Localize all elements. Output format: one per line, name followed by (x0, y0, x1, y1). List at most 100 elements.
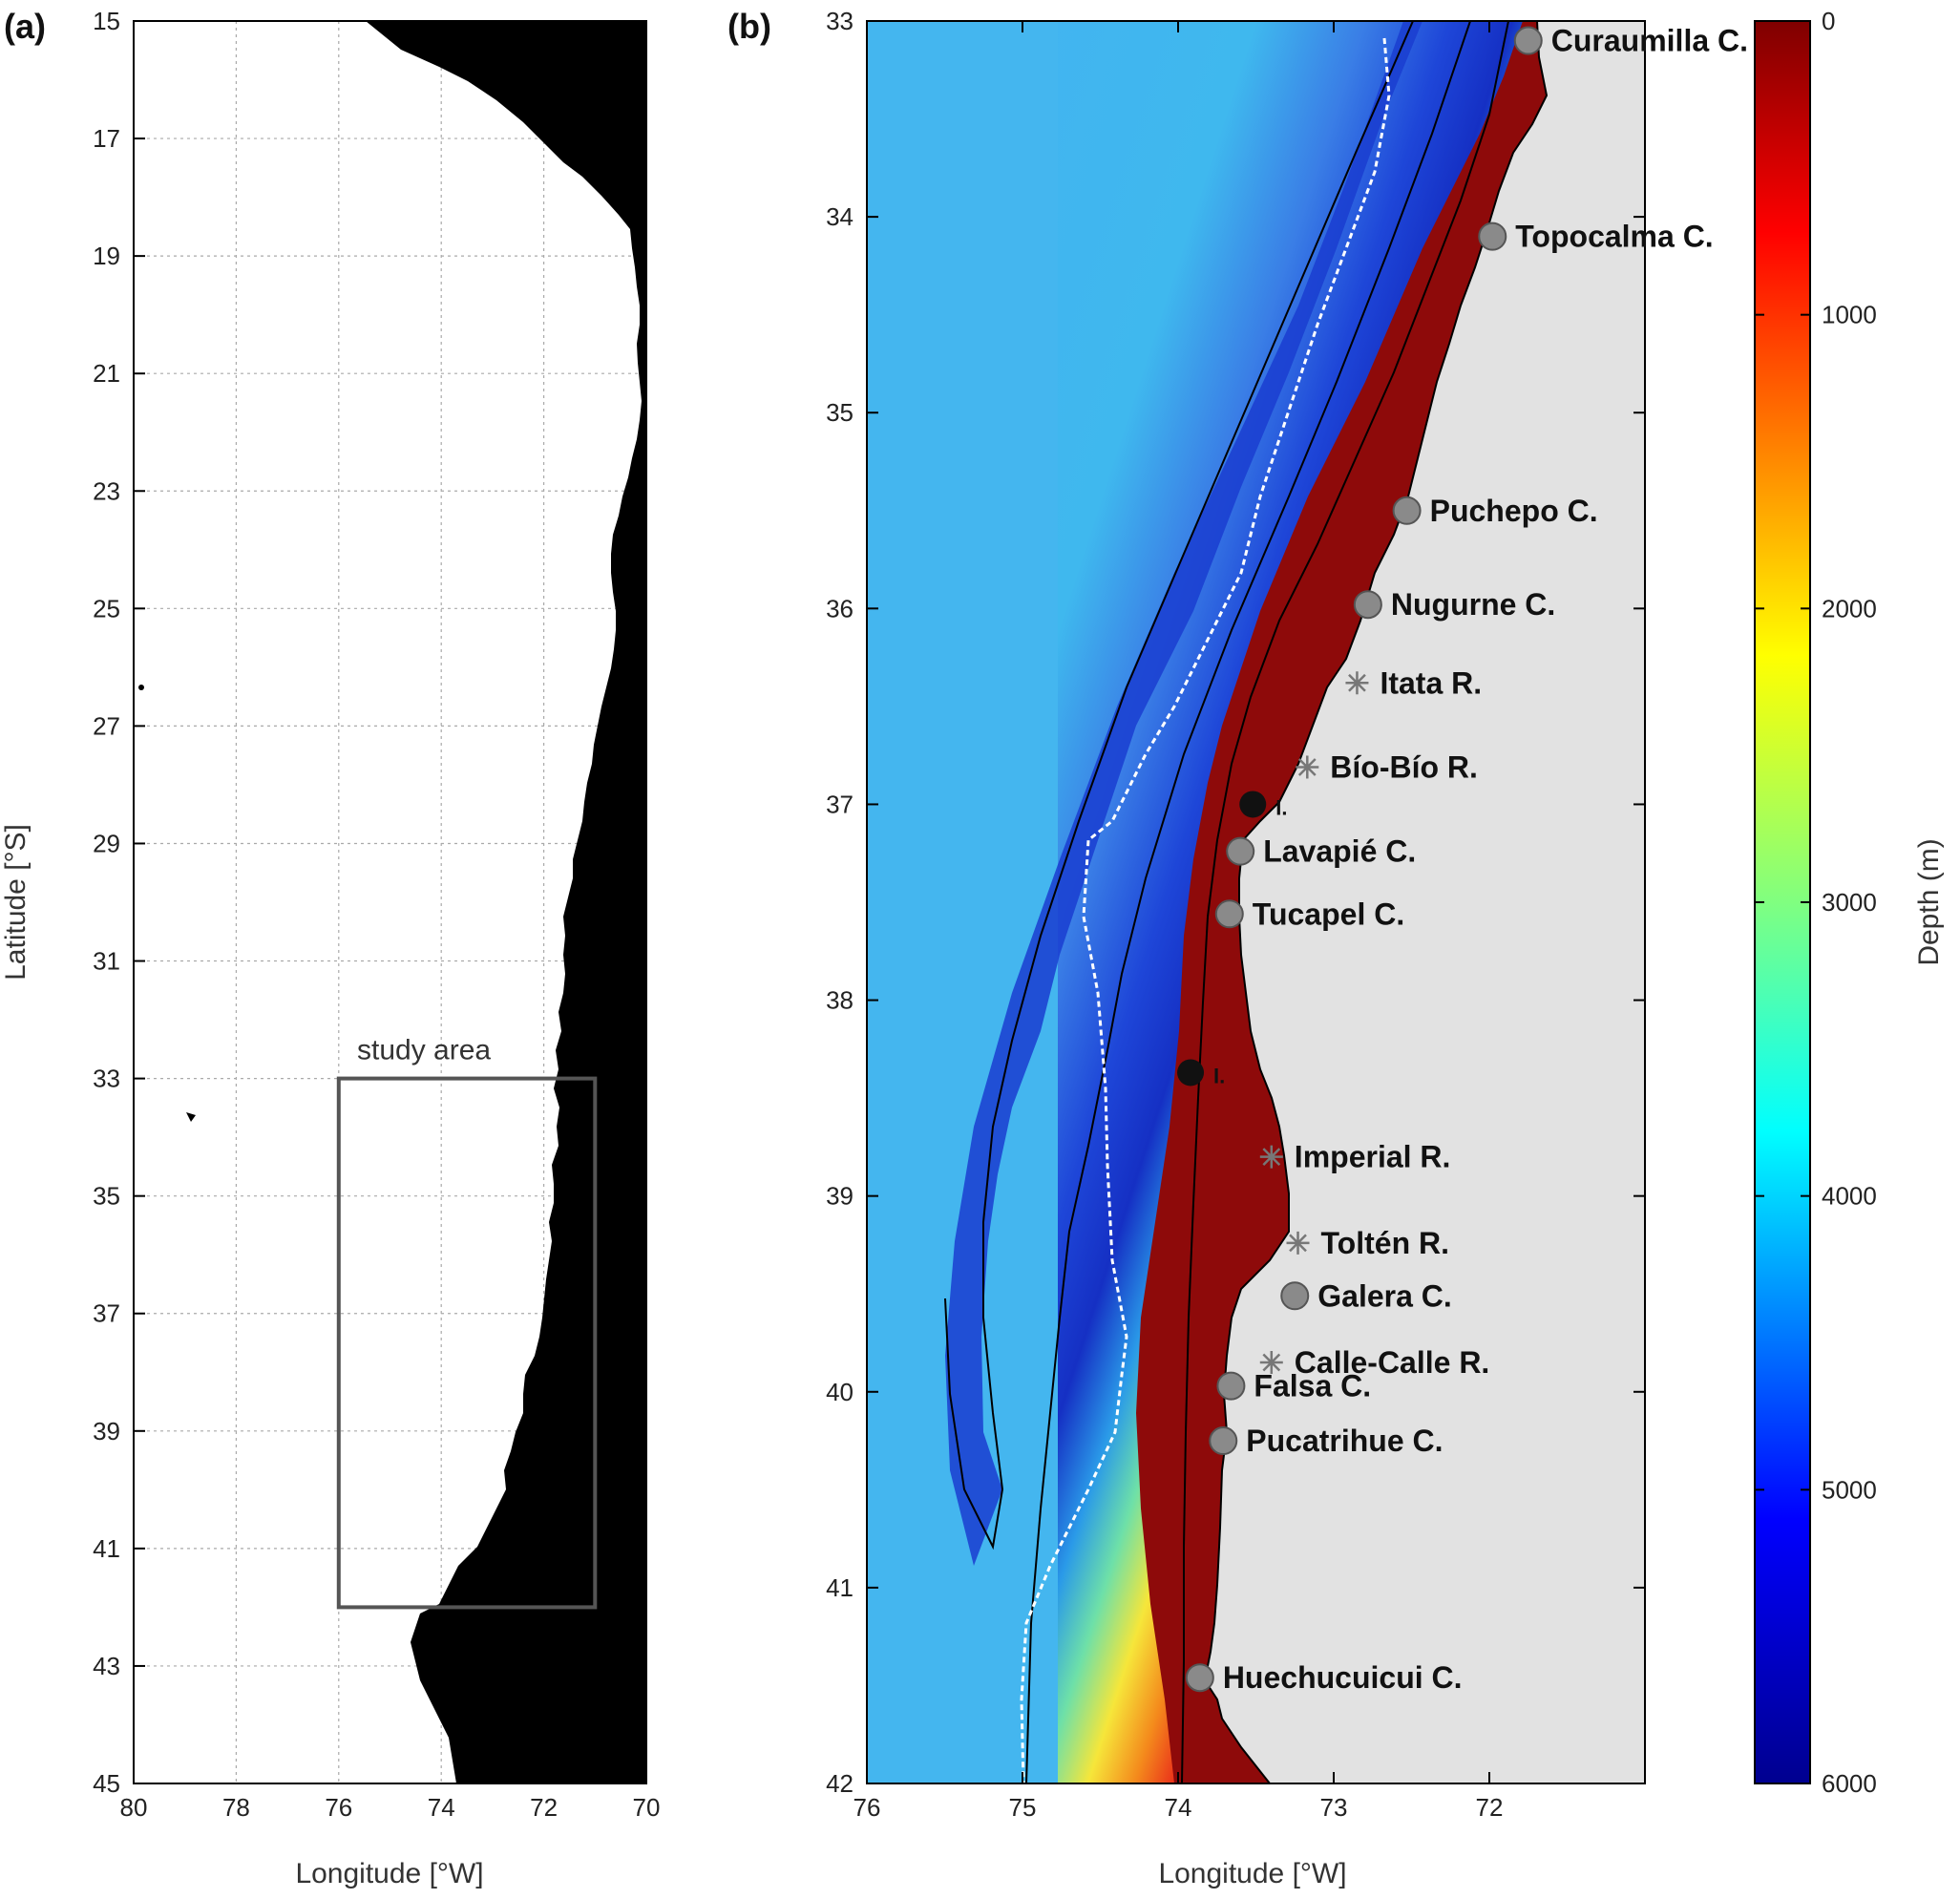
y-tick-label: 27 (93, 711, 120, 740)
place-label: Itata R. (1380, 665, 1482, 700)
y-tick-label: 38 (826, 986, 854, 1015)
y-tick-label: 37 (93, 1299, 120, 1328)
panel-b-frame (866, 20, 1646, 1784)
cape-marker (1513, 26, 1543, 55)
place-label: Topocalma C. (1515, 220, 1713, 254)
y-tick-label: 35 (826, 398, 854, 427)
contour-2000m (1025, 21, 1471, 1783)
panel-a-ylabel: Latitude [°S] (0, 824, 32, 981)
cape-marker (1478, 222, 1507, 251)
place-label: Bío-Bío R. (1330, 749, 1478, 784)
x-tick-label: 76 (854, 1793, 881, 1822)
place-label: Puchepo C. (1430, 494, 1598, 528)
y-tick-label: 17 (93, 124, 120, 153)
y-tick-label: 40 (826, 1378, 854, 1406)
y-tick-label: 34 (826, 202, 854, 231)
colorbar-ticks: 0 1000 2000 3000 4000 5000 6000 (1755, 7, 1877, 1798)
place-label: I. (1213, 1064, 1225, 1087)
island-speck (186, 1112, 196, 1122)
cape-marker (1216, 1371, 1246, 1401)
y-tick-label: 15 (93, 7, 120, 35)
y-tick-label: 19 (93, 242, 120, 270)
river-marker (1296, 755, 1319, 779)
place-label: Nugurne C. (1391, 587, 1555, 622)
x-tick-label: 75 (1009, 1793, 1037, 1822)
cape-marker (1185, 1663, 1214, 1693)
y-tick-label: 36 (826, 594, 854, 622)
x-tick-label: 74 (428, 1793, 455, 1822)
place-label: Curaumilla C. (1551, 24, 1748, 58)
place-label: Falsa C. (1254, 1369, 1371, 1403)
panel-b-places: Curaumilla C. Topocalma C. Puchepo C. Nugur… (1177, 24, 1748, 1695)
study-area-box (336, 1076, 598, 1610)
chile-land (1203, 21, 1645, 1783)
island-speck (138, 685, 144, 690)
study-area-label: study area (357, 1035, 491, 1066)
panel-a-label: (a) (4, 7, 46, 46)
place-label: Galera C. (1317, 1278, 1452, 1313)
y-tick-label: 33 (826, 7, 854, 35)
contour-1000m (1181, 21, 1509, 1783)
panel-b-label: (b) (727, 7, 771, 46)
panel-a-xlabel: Longitude [°W] (295, 1858, 483, 1889)
y-tick-label: 41 (826, 1573, 854, 1602)
y-tick-label: 33 (93, 1065, 120, 1093)
y-tick-label: 45 (93, 1769, 120, 1798)
y-tick-label: 41 (93, 1534, 120, 1563)
cape-marker (1392, 496, 1422, 525)
x-tick-label: 72 (530, 1793, 558, 1822)
island-marker (1239, 791, 1267, 818)
colorbar-tick-label: 1000 (1822, 301, 1877, 329)
colorbar-tick-label: 5000 (1822, 1475, 1877, 1504)
cape-marker (1209, 1426, 1238, 1456)
colorbar-tick-label: 6000 (1822, 1769, 1877, 1798)
colorbar-tick-label: 4000 (1822, 1182, 1877, 1211)
place-label: I. (1275, 795, 1287, 819)
panel-b-ticks: 76 75 74 73 72 33 34 35 36 37 38 39 40 41 42 (826, 7, 1645, 1822)
place-label: Imperial R. (1295, 1140, 1451, 1174)
colorbar-label: Depth (m) (1913, 838, 1945, 965)
panel-b-xlabel: Longitude [°W] (1158, 1858, 1346, 1889)
place-label: Calle-Calle R. (1295, 1345, 1490, 1380)
river-marker (1286, 1231, 1310, 1255)
colorbar-tick-label: 0 (1822, 7, 1835, 35)
south-america-land (366, 21, 646, 1783)
x-tick-label: 76 (325, 1793, 352, 1822)
y-tick-label: 35 (93, 1182, 120, 1211)
contour-4000m (944, 21, 1414, 1551)
y-tick-label: 37 (826, 790, 854, 818)
place-label: Toltén R. (1321, 1226, 1450, 1260)
river-marker (1259, 1351, 1283, 1375)
x-tick-label: 70 (633, 1793, 661, 1822)
panel-a-frame (133, 20, 647, 1784)
x-tick-label: 73 (1320, 1793, 1348, 1822)
x-tick-label: 80 (120, 1793, 148, 1822)
y-tick-label: 23 (93, 476, 120, 505)
x-tick-label: 72 (1476, 1793, 1504, 1822)
y-tick-label: 43 (93, 1652, 120, 1680)
river-marker (1345, 671, 1369, 695)
y-tick-label: 25 (93, 594, 120, 622)
colorbar-tick-label: 3000 (1822, 888, 1877, 917)
y-tick-label: 29 (93, 829, 120, 857)
cape-marker (1353, 590, 1382, 620)
cape-marker (1214, 899, 1244, 929)
y-tick-label: 21 (93, 359, 120, 388)
y-tick-label: 39 (93, 1417, 120, 1445)
place-label: Pucatrihue C. (1246, 1424, 1443, 1458)
cape-marker (1226, 836, 1255, 866)
place-label: Tucapel C. (1253, 897, 1404, 931)
x-tick-label: 74 (1165, 1793, 1192, 1822)
x-tick-label: 78 (222, 1793, 250, 1822)
river-marker (1259, 1145, 1283, 1169)
place-label: Lavapié C. (1263, 834, 1416, 869)
colorbar-tick-label: 2000 (1822, 594, 1877, 622)
y-tick-label: 31 (93, 947, 120, 976)
island-marker (1177, 1059, 1205, 1087)
y-tick-label: 39 (826, 1182, 854, 1211)
panel-a-ticks: 80 78 76 74 72 70 15 17 19 21 23 25 27 29 31 33 35 37 39 41… (93, 7, 660, 1822)
cape-marker (1280, 1281, 1310, 1311)
place-label: Huechucuicui C. (1223, 1660, 1463, 1695)
y-tick-label: 42 (826, 1769, 854, 1798)
